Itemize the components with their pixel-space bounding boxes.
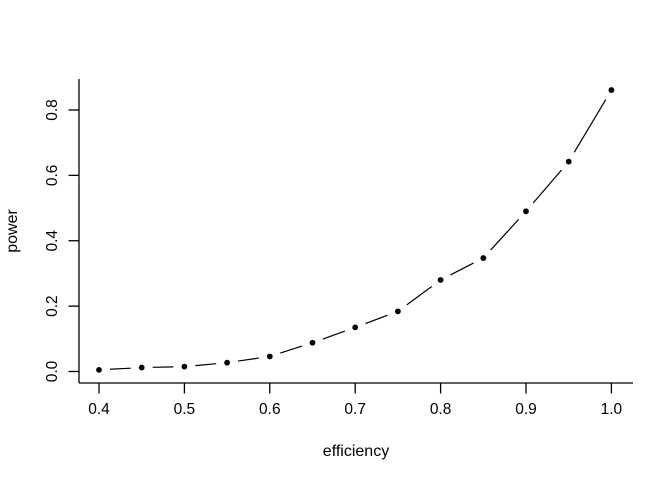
- series-segment: [490, 219, 520, 251]
- x-tick-label: 0.6: [259, 401, 281, 418]
- x-tick-label: 0.7: [344, 401, 366, 418]
- data-point: [96, 366, 102, 373]
- data-point: [395, 308, 401, 315]
- series-segment: [406, 286, 433, 306]
- data-point: [523, 208, 529, 215]
- y-axis-ticks: 0.0 0.2 0.4 0.6 0.8: [44, 99, 79, 382]
- data-point: [565, 158, 572, 165]
- data-series-power: [96, 87, 615, 373]
- series-segment: [450, 262, 474, 276]
- y-tick-label: 0.4: [44, 230, 61, 252]
- x-tick-label: 0.9: [515, 401, 537, 418]
- axes: [78, 79, 633, 384]
- y-tick-label: 0.0: [44, 360, 61, 382]
- data-point: [224, 359, 231, 366]
- data-point: [309, 339, 316, 346]
- series-segment: [532, 169, 562, 204]
- x-axis-label: efficiency: [323, 443, 389, 460]
- x-tick-label: 0.8: [430, 401, 452, 418]
- series-segment: [280, 345, 303, 354]
- x-tick-label: 0.4: [88, 401, 110, 418]
- series-segment: [322, 330, 346, 340]
- x-tick-label: 1.0: [601, 401, 623, 418]
- series-segment: [195, 363, 217, 367]
- data-point: [181, 363, 188, 370]
- x-tick-label: 0.5: [174, 401, 196, 418]
- series-segment: [573, 99, 607, 153]
- series-segment: [237, 357, 260, 362]
- y-tick-label: 0.8: [44, 99, 61, 121]
- data-point: [480, 255, 487, 261]
- series-segment: [365, 314, 388, 325]
- x-axis-ticks: 0.4 0.5 0.6 0.7 0.8 0.9 1.0: [88, 383, 623, 418]
- y-tick-label: 0.2: [44, 295, 61, 317]
- data-point: [437, 277, 444, 283]
- y-tick-label: 0.6: [44, 165, 61, 187]
- data-point: [352, 324, 359, 331]
- data-point: [138, 364, 145, 371]
- data-point: [266, 353, 273, 360]
- data-point: [608, 87, 615, 93]
- y-axis-label: power: [4, 209, 21, 253]
- series-segment: [109, 367, 131, 370]
